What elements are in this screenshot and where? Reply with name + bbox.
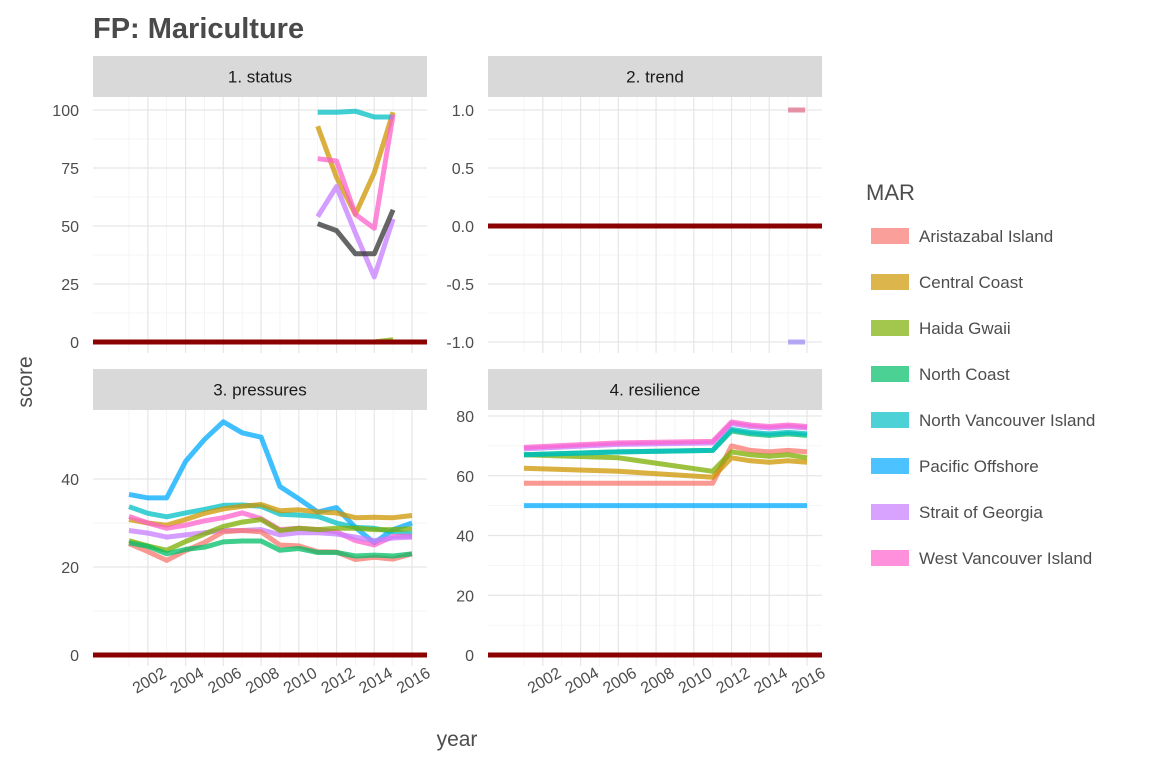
legend-label: North Coast (919, 365, 1010, 384)
series-line-haida-gwaii (523, 449, 808, 474)
x-tick-label: 2012 (319, 665, 358, 698)
series-line-north-vancouver-island (523, 426, 808, 458)
legend-item-central-coast: Central Coast (871, 273, 1023, 292)
y-tick-label: 0 (70, 648, 79, 665)
series-line-west-vancouver-island (523, 419, 808, 450)
facet-strip-label: 4. resilience (610, 381, 701, 400)
series-line-north-vancouver-island (317, 108, 394, 120)
legend-item-haida-gwaii: Haida Gwaii (871, 319, 1011, 338)
x-tick-label: 2014 (751, 665, 790, 698)
x-tick-label: 2002 (130, 665, 169, 698)
series-line-strait-of-georgia (315, 184, 396, 280)
x-tick-label: 2014 (356, 665, 395, 698)
facet-strip (488, 369, 822, 410)
legend-swatch (871, 504, 909, 520)
x-tick-label: 2006 (205, 665, 244, 698)
y-tick-label: 40 (456, 529, 474, 546)
facet-strip-label: 2. trend (626, 68, 684, 87)
legend-swatch (871, 550, 909, 566)
legend-item-strait-of-georgia: Strait of Georgia (871, 503, 1043, 522)
legend-swatch (871, 458, 909, 474)
legend-item-aristazabal-island: Aristazabal Island (871, 227, 1053, 246)
series-line-west-vancouver-island (317, 114, 396, 231)
legend-swatch (871, 228, 909, 244)
y-tick-label: 60 (456, 469, 474, 486)
series-line-central-coast (128, 502, 413, 528)
y-tick-label: 50 (61, 219, 79, 236)
x-tick-label: 2010 (676, 665, 715, 698)
facet-strip (93, 369, 427, 410)
x-tick-label: 2016 (789, 665, 828, 698)
panel-1-status: 1. status 0 25 50 75 100 (52, 56, 427, 353)
panel-3-pressures: 3. pressures0204020022004200620082010201… (61, 369, 434, 698)
legend-item-north-coast: North Coast (871, 365, 1010, 384)
y-tick-label: 0 (465, 648, 474, 665)
panel-2-trend: 2. trend -1.0 -0.5 0.0 0.5 1.0 (446, 56, 822, 353)
series-line-strait-of-georgia (128, 527, 413, 544)
series-line-north-coast (128, 538, 413, 559)
panel-4-resilience: 4. resilience020406080200220042006200820… (456, 369, 829, 698)
y-tick-label: 0 (70, 335, 79, 352)
legend-item-pacific-offshore: Pacific Offshore (871, 457, 1039, 476)
x-tick-label: 2006 (600, 665, 639, 698)
facet-strip (488, 56, 822, 97)
facet-strip-label: 3. pressures (213, 381, 307, 400)
y-axis-title: score (14, 356, 37, 407)
y-tick-label: 75 (61, 161, 79, 178)
y-tick-label: 1.0 (452, 103, 474, 120)
x-tick-label: 2004 (563, 665, 602, 698)
series-line-aristazabal-island (524, 443, 808, 486)
series-line-aristazabal-island (128, 528, 413, 563)
facet-strip (93, 56, 427, 97)
x-tick-label: 2016 (394, 665, 433, 698)
y-tick-label: -1.0 (446, 335, 474, 352)
legend-item-west-vancouver-island: West Vancouver Island (871, 549, 1092, 568)
x-tick-label: 2008 (638, 665, 677, 698)
x-tick-label: 2012 (714, 665, 753, 698)
legend-label: North Vancouver Island (919, 411, 1095, 430)
y-tick-label: 20 (456, 588, 474, 605)
chart-title: FP: Mariculture (93, 13, 304, 45)
series-line-unlabeled (316, 208, 396, 257)
panels-group: 1. status 0 25 50 75 100 2. trend -1.0 -0.5 0.0 0.… (52, 56, 829, 698)
facet-strip-label: 1. status (228, 68, 292, 87)
legend-title: MAR (866, 180, 915, 205)
series-line-pacific-offshore (128, 419, 413, 546)
x-tick-label: 2002 (525, 665, 564, 698)
y-tick-label: 25 (61, 277, 79, 294)
series-line-haida-gwaii (128, 517, 413, 553)
legend-label: Central Coast (919, 273, 1023, 292)
y-tick-label: 100 (52, 103, 79, 120)
legend: Aristazabal Island Central Coast Haida Gwa… (871, 227, 1095, 568)
x-axis-title: year (437, 728, 478, 751)
legend-label: Haida Gwaii (919, 319, 1011, 338)
y-tick-label: 20 (61, 560, 79, 577)
legend-swatch (871, 412, 909, 428)
y-tick-label: 80 (456, 409, 474, 426)
x-tick-label: 2010 (281, 665, 320, 698)
y-tick-label: -0.5 (446, 277, 474, 294)
x-tick-label: 2008 (243, 665, 282, 698)
y-tick-label: 40 (61, 472, 79, 489)
legend-swatch (871, 366, 909, 382)
legend-label: Aristazabal Island (919, 227, 1053, 246)
legend-label: West Vancouver Island (919, 549, 1092, 568)
legend-item-north-vancouver-island: North Vancouver Island (871, 411, 1095, 430)
legend-label: Pacific Offshore (919, 457, 1039, 476)
y-tick-label: 0.0 (452, 219, 474, 236)
series-line-central-coast (523, 455, 808, 480)
legend-swatch (871, 320, 909, 336)
y-tick-label: 0.5 (452, 161, 474, 178)
legend-label: Strait of Georgia (919, 503, 1043, 522)
x-tick-label: 2004 (168, 665, 207, 698)
legend-swatch (871, 274, 909, 290)
